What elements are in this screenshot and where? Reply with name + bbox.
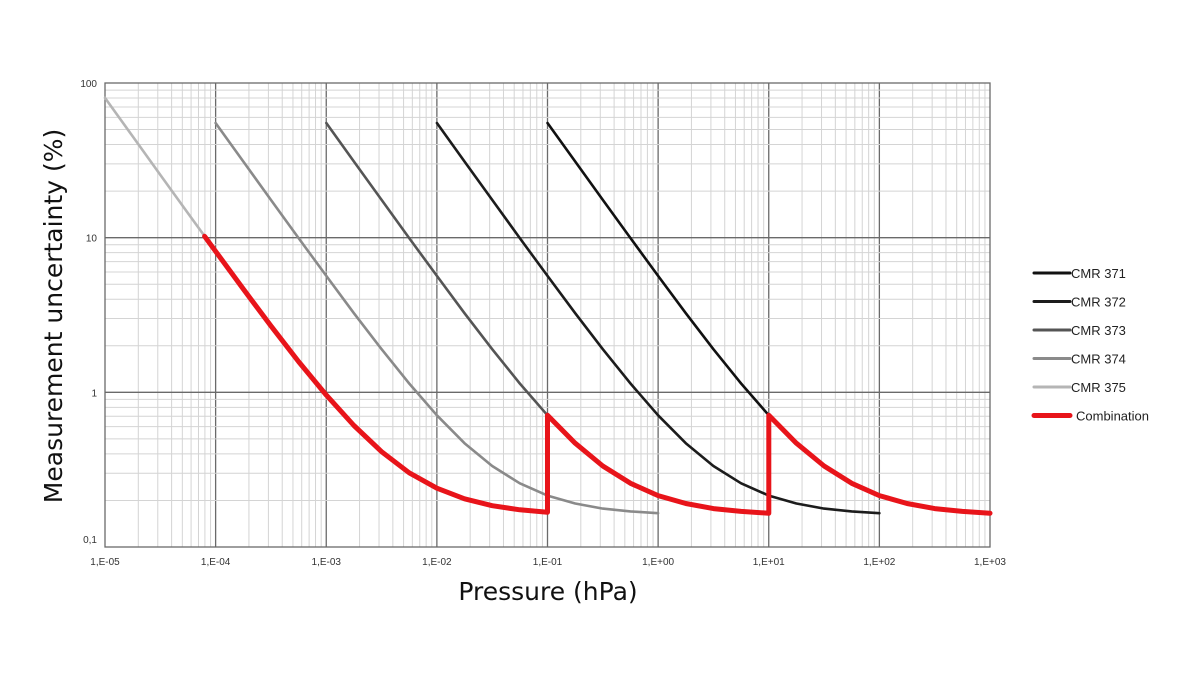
- x-tick-label: 1,E-04: [201, 557, 231, 568]
- series-line-cmr-372: [435, 121, 881, 515]
- x-tick-label: 1,E+00: [642, 557, 674, 568]
- x-tick-label: 1,E-05: [90, 557, 120, 568]
- y-axis-title: Measurement uncertainty (%): [39, 129, 68, 503]
- legend-label: CMR 371: [1071, 266, 1126, 281]
- legend-label: CMR 373: [1071, 323, 1126, 338]
- series-lines: [103, 96, 993, 516]
- tick-labels: 1,E-05 1,E-04 1,E-03 1,E-02 1,E-01 1,E+00 1,E+…: [80, 79, 1006, 568]
- x-tick-label: 1,E+02: [863, 557, 895, 568]
- series-line-combination: [202, 233, 993, 516]
- y-tick-label: 10: [86, 234, 98, 245]
- plot-border: [104, 82, 991, 548]
- legend-label: CMR 375: [1071, 380, 1126, 395]
- x-tick-label: 1,E-02: [422, 557, 452, 568]
- y-tick-label: 1: [91, 388, 97, 399]
- x-axis-title: Pressure (hPa): [458, 577, 637, 606]
- x-tick-label: 1,E-01: [533, 557, 563, 568]
- series-line-cmr-374: [214, 121, 660, 515]
- y-tick-label: 0,1: [83, 535, 97, 546]
- x-tick-label: 1,E+01: [753, 557, 785, 568]
- x-tick-label: 1,E-03: [312, 557, 342, 568]
- x-tick-label: 1,E+03: [974, 557, 1006, 568]
- legend-label: CMR 374: [1071, 352, 1126, 367]
- y-tick-label: 100: [80, 79, 97, 90]
- legend-label: CMR 372: [1071, 295, 1126, 310]
- legend-label: Combination: [1076, 409, 1149, 424]
- legend: CMR 371 CMR 372 CMR 373 CMR 374 CMR 375 Combi…: [1031, 266, 1149, 424]
